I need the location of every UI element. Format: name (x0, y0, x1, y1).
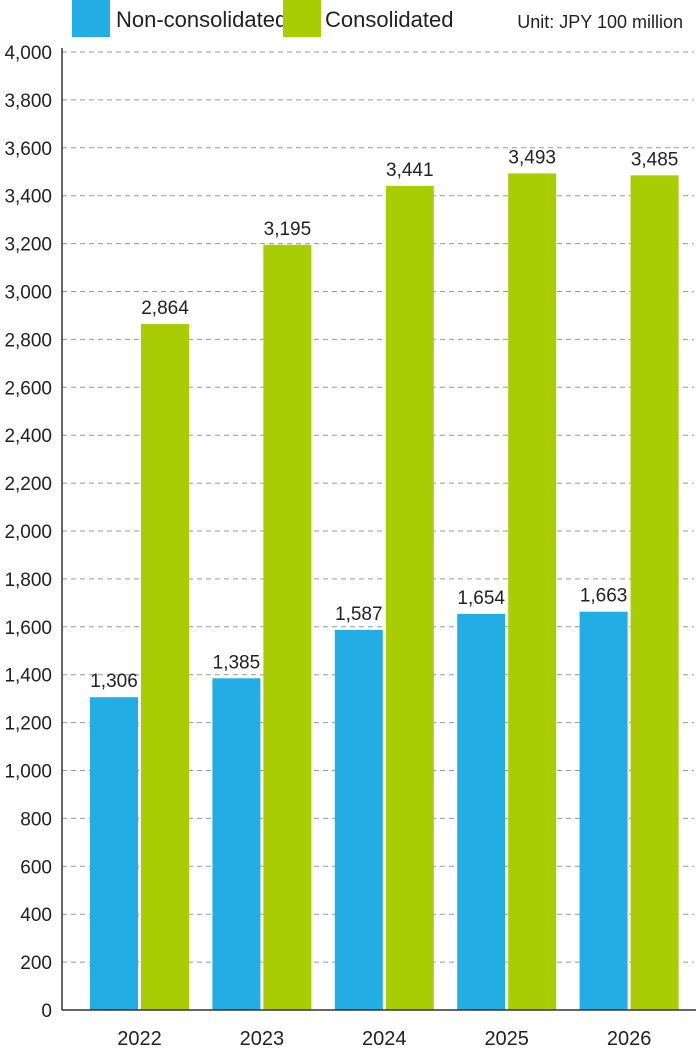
y-tick-label: 1,800 (4, 570, 52, 591)
y-tick-label: 2,000 (4, 522, 52, 543)
x-tick-label: 2022 (117, 1028, 162, 1048)
bar-non-consolidated (457, 613, 506, 1010)
legend-swatch-consolidated (283, 0, 321, 37)
data-label: 1,306 (90, 671, 138, 692)
bar-consolidated (263, 244, 312, 1011)
data-label: 1,654 (457, 588, 505, 609)
y-tick-label: 1,000 (4, 762, 52, 783)
y-tick-label: 1,200 (4, 714, 52, 735)
legend-label-non-consolidated: Non-consolidated (116, 7, 287, 32)
unit-label: Unit: JPY 100 million (517, 12, 683, 32)
data-label: 1,663 (580, 586, 628, 607)
y-tick-label: 0 (41, 1001, 52, 1022)
data-label-layer: 1,306 1,385 1,587 1,654 1,663 2,864 3,195 3,441… (90, 147, 678, 692)
data-label: 3,493 (508, 147, 556, 168)
y-tick-label: 4,000 (4, 43, 52, 64)
bar-non-consolidated (334, 629, 383, 1010)
bar-consolidated (385, 185, 434, 1010)
y-tick-label: 200 (20, 953, 52, 974)
y-tick-label: 3,400 (4, 187, 52, 208)
x-tick-label: 2024 (362, 1028, 407, 1048)
bar-non-consolidated (579, 611, 628, 1010)
legend-swatch-non-consolidated (72, 0, 110, 37)
x-tick-label: 2026 (607, 1028, 652, 1048)
y-tick-label: 3,800 (4, 91, 52, 112)
bar-layer (90, 173, 679, 1011)
y-tick-label: 3,200 (4, 235, 52, 256)
y-tick-label: 2,400 (4, 426, 52, 447)
data-label: 2,864 (141, 298, 189, 319)
y-tick-label: 1,400 (4, 666, 52, 687)
data-label: 3,441 (386, 160, 434, 181)
y-tick-label: 2,600 (4, 378, 52, 399)
data-label: 3,195 (264, 219, 312, 240)
y-tick-label: 3,600 (4, 139, 52, 160)
y-tick-label: 2,200 (4, 474, 52, 495)
axis-layer: 0 200 400 600 800 1,000 1,200 1,400 1,600 1,800 2,… (4, 43, 696, 1050)
bar-non-consolidated (90, 697, 138, 1010)
y-tick-label: 3,000 (4, 283, 52, 304)
data-label: 3,485 (631, 149, 679, 170)
y-tick-label: 2,800 (4, 330, 52, 351)
bar-non-consolidated (212, 678, 261, 1010)
y-tick-label: 800 (20, 809, 52, 830)
data-label: 1,385 (213, 652, 261, 673)
y-tick-label: 400 (20, 905, 52, 926)
legend-label-consolidated: Consolidated (325, 7, 453, 32)
bar-consolidated (141, 324, 189, 1010)
x-tick-label: 2025 (484, 1028, 529, 1048)
x-tick-label: 2023 (240, 1028, 285, 1048)
y-tick-label: 1,600 (4, 618, 52, 639)
bar-consolidated (630, 175, 679, 1010)
legend: Non-consolidated Consolidated Unit: JPY 10… (72, 0, 683, 37)
y-tick-label: 600 (20, 857, 52, 878)
data-label: 1,587 (335, 604, 383, 625)
bar-consolidated (508, 173, 557, 1010)
